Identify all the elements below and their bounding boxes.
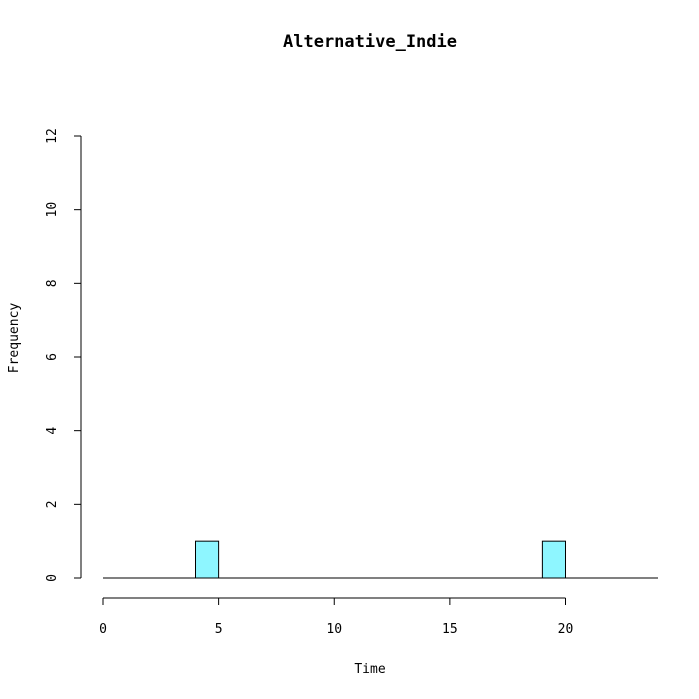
chart-title: Alternative_Indie (283, 32, 457, 52)
y-tick-label: 10 (45, 202, 60, 218)
x-tick-label: 5 (215, 622, 223, 637)
x-axis-label: Time (354, 662, 385, 677)
histogram-bar-1 (541, 540, 566, 579)
y-tick-label: 0 (45, 574, 60, 582)
y-tick-label: 8 (45, 279, 60, 287)
x-tick-label: 10 (326, 622, 342, 637)
y-tick-label: 2 (45, 500, 60, 508)
x-tick-label: 0 (99, 622, 107, 637)
x-axis: 0 5 10 15 20 (99, 597, 574, 637)
x-tick-label: 20 (558, 622, 574, 637)
y-axis: 0 2 4 6 8 10 12 (45, 128, 82, 582)
y-tick-label: 6 (45, 353, 60, 361)
x-tick-label: 15 (442, 622, 458, 637)
y-axis-label: Frequency (7, 303, 22, 374)
y-tick-label: 4 (45, 427, 60, 435)
histogram-bar-0 (195, 540, 220, 579)
bars-layer (195, 540, 566, 579)
y-tick-label: 12 (45, 128, 60, 144)
